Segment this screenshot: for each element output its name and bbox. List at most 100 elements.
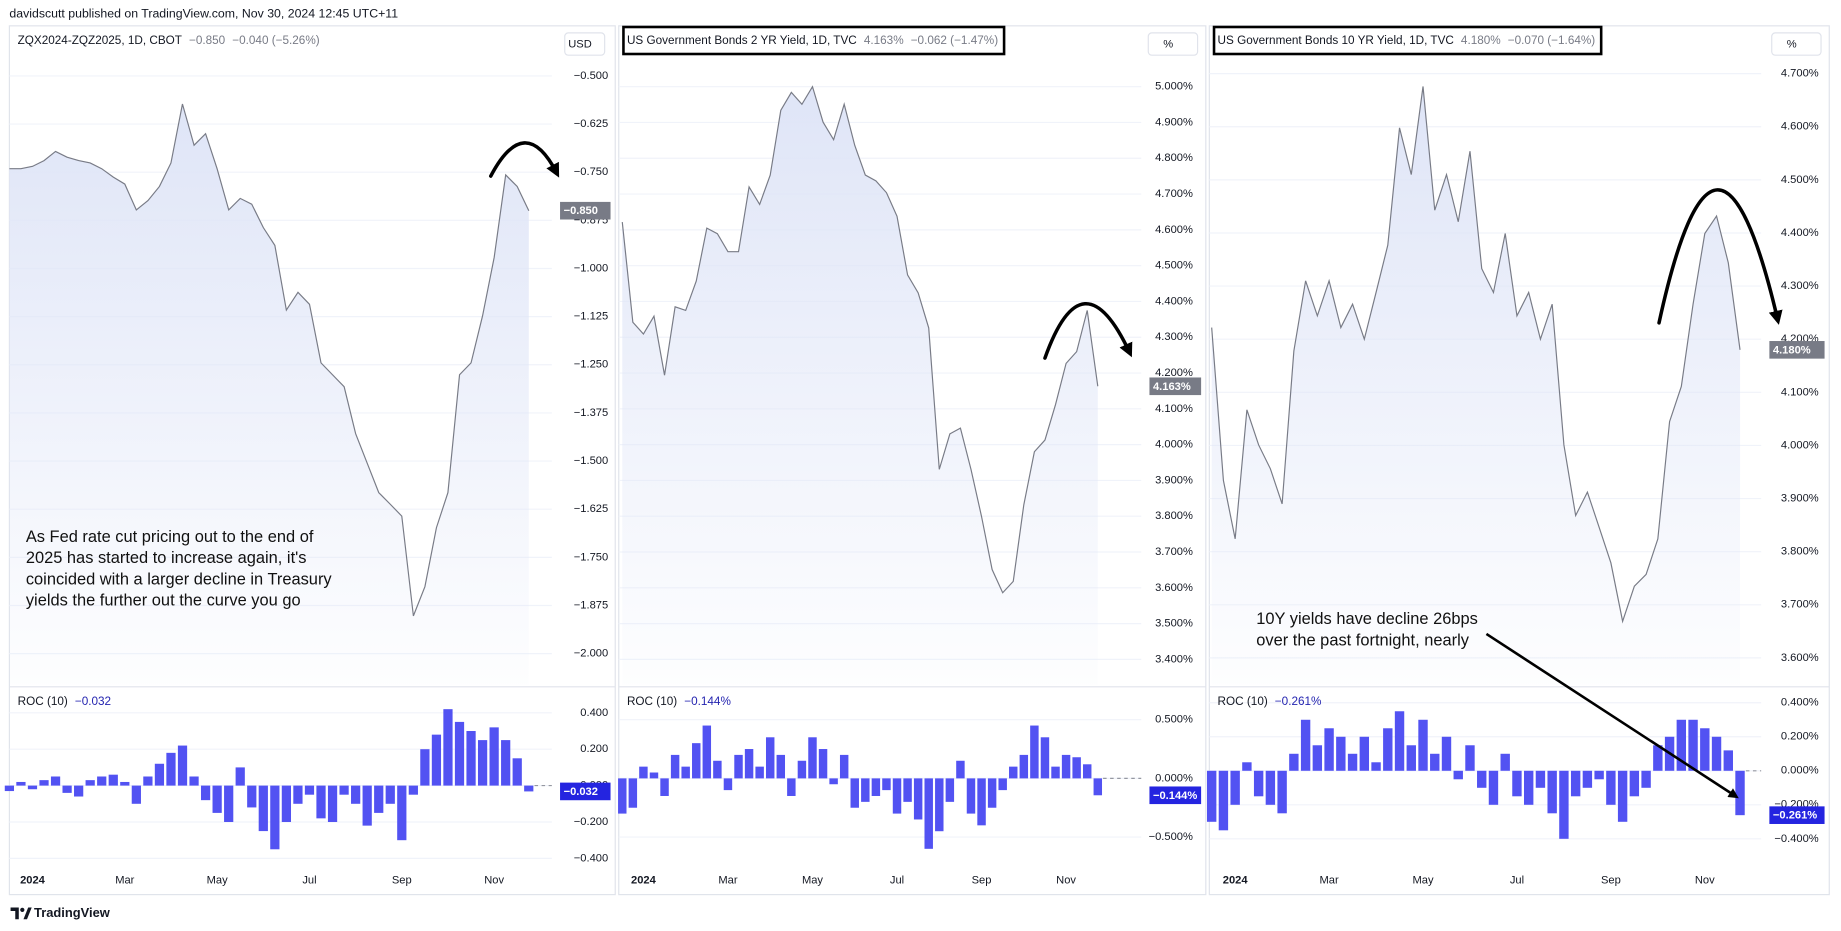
roc-bar — [1700, 728, 1710, 771]
roc-bar — [1723, 750, 1733, 771]
roc-bar — [512, 758, 522, 786]
roc-bar — [420, 749, 430, 786]
price-tag-label: 4.180% — [1773, 344, 1811, 356]
roc-bar — [454, 721, 465, 786]
unit-label: USD — [568, 39, 592, 51]
roc-bar — [660, 778, 669, 796]
roc-bar — [247, 785, 257, 808]
roc-bar — [765, 737, 775, 779]
roc-last: −0.144% — [684, 695, 731, 708]
y-tick-label: 0.000% — [1155, 772, 1193, 784]
roc-title: ROC (10) — [1218, 695, 1268, 708]
x-tick-label: Mar — [718, 874, 737, 886]
roc-bar — [1072, 757, 1081, 779]
roc-bar — [1559, 770, 1569, 839]
roc-bar — [797, 760, 807, 779]
y-tick-label: −1.750 — [574, 551, 608, 563]
logo-mark — [23, 907, 32, 920]
roc-bar — [39, 780, 49, 786]
y-tick-label: −0.200 — [574, 816, 608, 828]
roc-bar — [1582, 770, 1593, 788]
roc-bar — [258, 785, 268, 832]
roc-bar — [304, 785, 315, 795]
roc-bar — [734, 754, 743, 779]
roc-bar — [913, 778, 923, 820]
y-tick-label: −0.400% — [1774, 833, 1818, 845]
roc-bar — [339, 785, 349, 795]
annotation-text: over the past fortnight, nearly — [1256, 631, 1469, 649]
roc-bar — [681, 766, 690, 779]
unit-box — [564, 32, 606, 56]
roc-bar — [808, 737, 817, 779]
roc-bar — [1711, 736, 1722, 771]
y-tick-label: −0.500% — [1149, 831, 1193, 843]
roc-bar — [489, 727, 499, 786]
annotation-text: 10Y yields have decline 26bps — [1256, 610, 1478, 628]
x-tick-label: May — [1412, 874, 1433, 886]
roc-bar — [4, 785, 15, 792]
roc-bar — [628, 778, 638, 808]
y-tick-label: 3.900% — [1155, 474, 1193, 486]
roc-legend: ROC (10) −0.032 — [18, 695, 111, 708]
roc-bar — [408, 785, 418, 795]
roc-bar — [1030, 725, 1039, 779]
roc-bar — [1500, 753, 1510, 771]
roc-bar — [50, 776, 61, 786]
roc-bar — [524, 785, 534, 792]
y-tick-label: 3.800% — [1155, 510, 1193, 522]
roc-bar — [1040, 737, 1050, 779]
y-tick-label: 0.200% — [1781, 731, 1819, 743]
roc-bar — [861, 778, 870, 802]
roc-bar — [1019, 754, 1029, 779]
roc-bar — [397, 785, 407, 841]
x-tick-label: 2024 — [1223, 874, 1249, 886]
roc-bar — [776, 754, 786, 779]
roc-bar — [1082, 764, 1092, 779]
roc-bar — [755, 766, 764, 779]
y-tick-label: −0.625 — [574, 118, 608, 130]
roc-bar — [1606, 770, 1616, 805]
y-tick-label: 4.600% — [1781, 121, 1819, 133]
curved-arrow — [489, 141, 560, 178]
y-tick-label: −0.750 — [574, 166, 608, 178]
roc-bar — [702, 725, 712, 779]
roc-bar — [1477, 770, 1487, 788]
y-tick-label: −2.000 — [574, 648, 608, 660]
y-tick-label: 4.200% — [1781, 333, 1819, 345]
roc-bar — [1051, 766, 1060, 779]
y-tick-label: −1.125 — [574, 311, 608, 323]
roc-bar — [293, 785, 303, 804]
roc-bar — [281, 785, 292, 822]
roc-bar — [639, 766, 648, 779]
roc-bar — [327, 785, 338, 822]
y-tick-label: 4.100% — [1781, 386, 1819, 398]
roc-bar — [871, 778, 881, 796]
roc-bar — [850, 778, 859, 808]
y-tick-label: 4.600% — [1155, 224, 1193, 236]
roc-bar — [316, 785, 326, 819]
roc-bar — [131, 785, 141, 804]
roc-bar — [924, 778, 933, 849]
publish-header: davidscutt published on TradingView.com,… — [9, 6, 398, 20]
roc-bar — [270, 785, 280, 850]
roc-bar — [692, 743, 701, 779]
y-tick-label: 4.500% — [1155, 260, 1193, 272]
y-tick-label: 4.500% — [1781, 174, 1819, 186]
y-tick-label: 3.400% — [1155, 653, 1193, 665]
y-tick-label: −1.625 — [574, 503, 608, 515]
legend-title: US Government Bonds 2 YR Yield, 1D, TVC — [627, 34, 857, 47]
legend-box — [1212, 25, 1603, 56]
roc-last: −0.032 — [75, 695, 111, 708]
roc-bar — [903, 778, 912, 802]
roc-bar — [1265, 770, 1276, 805]
y-tick-label: 4.000% — [1155, 439, 1193, 451]
roc-legend: ROC (10) −0.144% — [627, 695, 731, 708]
x-tick-label: Nov — [1695, 874, 1715, 886]
roc-bar — [1676, 719, 1687, 771]
price-tag — [1149, 377, 1202, 396]
roc-bar — [143, 776, 153, 786]
roc-bar — [945, 778, 955, 802]
roc-title: ROC (10) — [18, 695, 68, 708]
straight-arrow — [1485, 632, 1739, 799]
x-tick-label: Nov — [484, 874, 504, 886]
